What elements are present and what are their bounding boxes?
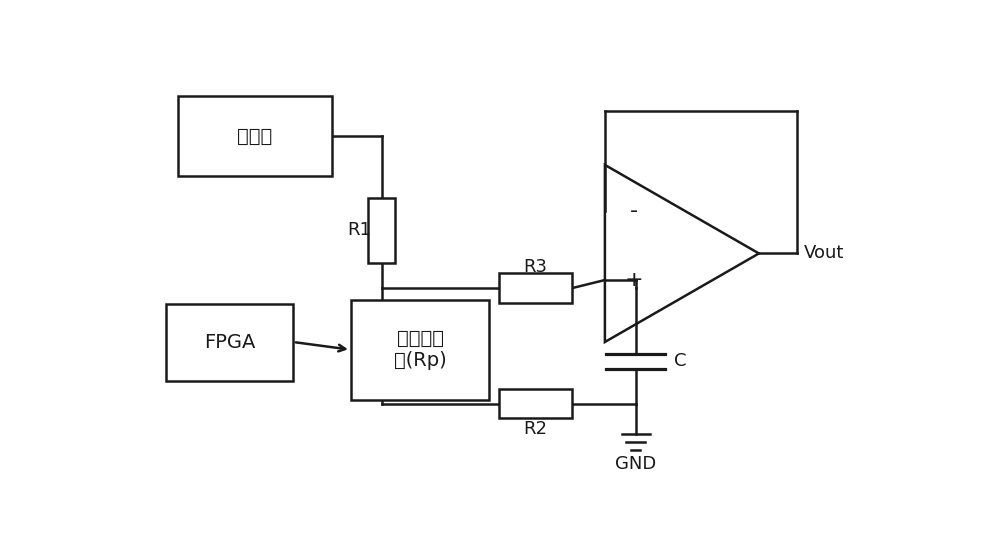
Text: Vout: Vout (804, 245, 844, 262)
Text: 基准源: 基准源 (237, 126, 272, 145)
Bar (499, 273, 572, 303)
Bar (178, 96, 332, 177)
Text: +: + (625, 270, 643, 290)
Text: R3: R3 (524, 258, 548, 276)
Bar (351, 300, 489, 400)
Bar (368, 198, 395, 263)
Text: -: - (630, 201, 638, 221)
Text: C: C (674, 352, 687, 370)
Bar (166, 303, 293, 381)
Text: 数字电位
器(Rp): 数字电位 器(Rp) (394, 329, 446, 370)
Text: R2: R2 (524, 420, 548, 438)
Text: FPGA: FPGA (204, 333, 255, 352)
Bar (499, 389, 572, 419)
Text: GND: GND (615, 455, 656, 472)
Text: R1: R1 (347, 221, 371, 239)
